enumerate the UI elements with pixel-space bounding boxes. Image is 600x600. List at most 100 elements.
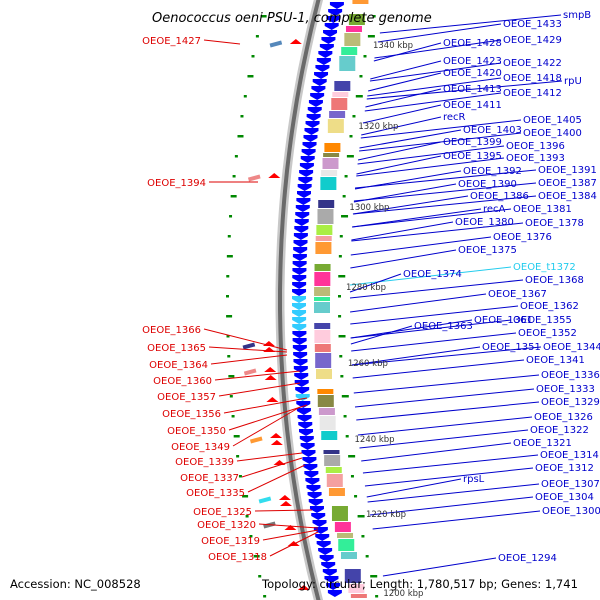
forward-gene-label[interactable]: rpU — [564, 76, 582, 87]
forward-gene-label[interactable]: OEOE_1362 — [520, 301, 579, 312]
forward-gene-label[interactable]: OEOE_1386 — [470, 191, 529, 202]
forward-gene-label[interactable]: OEOE_1423 — [443, 56, 502, 67]
forward-gene-label[interactable]: recA — [483, 204, 506, 215]
reverse-gene-label[interactable]: OEOE_1365 — [147, 343, 206, 354]
tick-mark — [251, 55, 255, 58]
forward-gene-label[interactable]: OEOE_1392 — [463, 166, 522, 177]
label-leader-line — [357, 416, 533, 436]
forward-gene-label[interactable]: OEOE_1390 — [458, 179, 517, 190]
forward-gene-label[interactable]: OEOE_1428 — [443, 38, 502, 49]
forward-gene-label[interactable]: OEOE_1411 — [443, 100, 502, 111]
forward-gene-label[interactable]: OEOE_1387 — [538, 178, 597, 189]
cog-block — [352, 0, 369, 4]
forward-gene-label[interactable]: OEOE_1399 — [443, 137, 502, 148]
cog-block — [338, 539, 355, 551]
cog-block — [323, 153, 340, 157]
label-leader-line — [203, 39, 241, 45]
tick-mark — [226, 295, 230, 298]
label-leader-line — [359, 129, 462, 149]
reverse-gene-label[interactable]: OEOE_1356 — [162, 409, 221, 420]
forward-gene-label[interactable]: OEOE_1400 — [523, 128, 582, 139]
reverse-gene-label[interactable]: OEOE_1320 — [197, 520, 256, 531]
reverse-gene-label[interactable]: OEOE_1366 — [142, 325, 201, 336]
forward-cds-arrow — [328, 9, 343, 16]
reverse-gene-label[interactable]: OEOE_1349 — [171, 442, 230, 453]
reverse-gene-label[interactable]: OEOE_1427 — [142, 36, 201, 47]
forward-cds-arrow — [292, 317, 307, 324]
tick-mark — [260, 15, 267, 18]
forward-gene-label[interactable]: OEOE_1380 — [455, 217, 514, 228]
forward-gene-label[interactable]: OEOE_1384 — [538, 191, 597, 202]
forward-gene-label[interactable]: OEOE_1300 — [542, 506, 600, 517]
forward-gene-label[interactable]: OEOE_1321 — [513, 438, 572, 449]
forward-gene-label[interactable]: OEOE_1422 — [503, 58, 562, 69]
forward-gene-label[interactable]: OEOE_1352 — [518, 328, 577, 339]
tick-mark — [339, 355, 343, 358]
label-leader-line — [374, 39, 502, 59]
forward-cds-arrow — [299, 170, 314, 177]
reverse-gene-label[interactable]: OEOE_1357 — [157, 392, 216, 403]
reverse-gene-label[interactable]: OEOE_1339 — [175, 457, 234, 468]
forward-gene-label[interactable]: OEOE_1375 — [458, 245, 517, 256]
forward-gene-label[interactable]: OEOE_1344 — [543, 342, 600, 353]
forward-gene-label[interactable]: recR — [443, 112, 466, 123]
forward-gene-label[interactable]: OEOE_1326 — [534, 412, 593, 423]
forward-gene-label[interactable]: OEOE_1433 — [503, 19, 562, 30]
forward-gene-label[interactable]: OEOE_1294 — [498, 553, 557, 564]
tick-mark — [338, 255, 342, 258]
forward-gene-label[interactable]: OEOE_1393 — [506, 153, 565, 164]
forward-gene-label[interactable]: OEOE_1322 — [530, 425, 589, 436]
forward-gene-label[interactable]: rpsL — [463, 474, 485, 485]
forward-gene-label[interactable]: OEOE_1363 — [414, 321, 473, 332]
forward-gene-label[interactable]: OEOE_1361 — [474, 315, 533, 326]
forward-gene-label[interactable]: OEOE_1391 — [538, 165, 597, 176]
forward-cds-arrow — [302, 142, 317, 149]
forward-gene-label[interactable]: OEOE_1304 — [535, 492, 594, 503]
forward-gene-label[interactable]: OEOE_1396 — [506, 141, 565, 152]
reverse-gene-label[interactable]: OEOE_1394 — [147, 178, 206, 189]
forward-cds-arrow — [327, 590, 342, 597]
cog-block — [323, 450, 340, 454]
label-leader-line — [350, 319, 473, 339]
forward-cds-arrow — [293, 359, 308, 366]
label-leader-line — [218, 382, 301, 397]
reverse-gene-label[interactable]: OEOE_1335 — [186, 488, 245, 499]
forward-gene-label[interactable]: OEOE_1368 — [525, 275, 584, 286]
forward-gene-label[interactable]: OEOE_1381 — [513, 204, 572, 215]
forward-gene-label[interactable]: OEOE_1395 — [443, 151, 502, 162]
reverse-gene-label[interactable]: OEOE_1319 — [201, 536, 260, 547]
forward-gene-label[interactable]: smpB — [563, 10, 591, 21]
forward-gene-label[interactable]: OEOE_1374 — [403, 269, 462, 280]
forward-gene-label[interactable]: OEOE_1413 — [443, 84, 502, 95]
forward-gene-label[interactable]: OEOE_1314 — [540, 450, 599, 461]
forward-gene-label[interactable]: OEOE_1412 — [503, 88, 562, 99]
forward-gene-label[interactable]: OEOE_1336 — [541, 370, 600, 381]
reverse-gene-label[interactable]: OEOE_1350 — [167, 426, 226, 437]
reverse-gene-label[interactable]: OEOE_1337 — [180, 473, 239, 484]
forward-gene-label[interactable]: OEOE_1312 — [535, 463, 594, 474]
forward-gene-label[interactable]: OEOE_1420 — [443, 68, 502, 79]
forward-gene-label[interactable]: OEOE_1378 — [525, 218, 584, 229]
forward-gene-label[interactable]: OEOE_1341 — [526, 355, 585, 366]
forward-gene-label[interactable]: OEOE_1329 — [541, 397, 600, 408]
reverse-gene-label[interactable]: OEOE_1325 — [193, 507, 252, 518]
forward-gene-label[interactable]: OEOE_1418 — [503, 73, 562, 84]
forward-gene-label[interactable]: OEOE_1333 — [536, 384, 595, 395]
tick-mark — [342, 195, 346, 198]
forward-gene-label[interactable]: OEOE_t1372 — [513, 262, 576, 273]
reverse-gene-label[interactable]: OEOE_1318 — [208, 552, 267, 563]
label-leader-line — [382, 557, 497, 577]
forward-gene-label[interactable]: OEOE_1367 — [488, 289, 547, 300]
forward-gene-label[interactable]: OEOE_1355 — [513, 315, 572, 326]
cog-block — [331, 98, 348, 110]
forward-gene-label[interactable]: OEOE_1403 — [463, 125, 522, 136]
reverse-gene-label[interactable]: OEOE_1360 — [153, 376, 212, 387]
reverse-gene-label[interactable]: OEOE_1364 — [149, 360, 208, 371]
forward-gene-label[interactable]: OEOE_1376 — [493, 232, 552, 243]
forward-gene-label[interactable]: OEOE_1307 — [541, 479, 600, 490]
forward-gene-label[interactable]: OEOE_1351 — [482, 342, 541, 353]
tick-mark — [346, 155, 354, 158]
forward-gene-label[interactable]: OEOE_1429 — [503, 35, 562, 46]
forward-gene-label[interactable]: OEOE_1405 — [523, 115, 582, 126]
